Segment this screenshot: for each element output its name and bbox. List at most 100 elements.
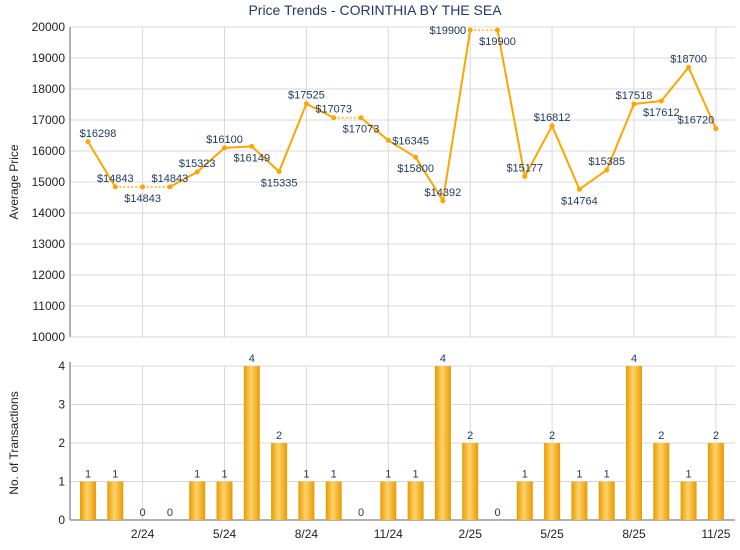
price-y-tick-label: 19000 <box>32 51 66 65</box>
transactions-data-label: 1 <box>576 469 582 481</box>
price-point <box>495 27 500 33</box>
price-point <box>604 167 610 173</box>
price-point <box>303 101 309 107</box>
price-line-segment <box>605 103 635 171</box>
transactions-data-label: 2 <box>276 430 282 442</box>
price-line-segment <box>305 102 335 119</box>
price-data-label: $17073 <box>315 104 352 116</box>
price-point <box>713 126 719 132</box>
transactions-bar <box>653 443 670 520</box>
transactions-data-label: 1 <box>522 469 528 481</box>
transactions-bar <box>243 366 260 520</box>
price-y-axis-label: Average Price <box>7 144 21 219</box>
transactions-bar <box>626 366 642 520</box>
price-line-segment <box>196 147 226 173</box>
price-line-segment <box>633 100 662 105</box>
price-point <box>413 154 419 160</box>
transactions-y-tick-label: 3 <box>58 398 65 412</box>
price-y-tick-label: 14000 <box>32 206 66 220</box>
transactions-bar <box>544 443 561 520</box>
price-data-label: $15385 <box>588 156 625 168</box>
transactions-data-label: 1 <box>194 469 200 481</box>
price-data-label: $14843 <box>124 193 161 205</box>
price-y-tick-label: 15000 <box>32 175 66 189</box>
price-point <box>686 64 692 70</box>
price-y-tick-label: 10000 <box>32 330 66 344</box>
transactions-bar <box>707 443 724 520</box>
price-y-tick-label: 12000 <box>32 268 66 282</box>
price-point <box>358 115 364 121</box>
price-y-tick-label: 16000 <box>32 144 66 158</box>
x-tick-label: 11/24 <box>374 527 403 541</box>
transactions-data-label: 1 <box>604 469 610 481</box>
transactions-y-tick-label: 1 <box>58 475 65 489</box>
transactions-bar <box>571 481 588 520</box>
transactions-data-label: 2 <box>713 430 719 442</box>
transactions-bar <box>80 481 96 520</box>
price-data-label: $16345 <box>392 135 429 147</box>
price-point <box>576 186 582 192</box>
price-line-segment <box>278 103 308 172</box>
transactions-data-label: 1 <box>686 469 692 481</box>
x-tick-label: 11/25 <box>701 527 730 541</box>
x-tick-label: 5/24 <box>213 527 237 541</box>
price-point <box>385 137 391 143</box>
transactions-data-label: 1 <box>331 469 337 481</box>
transactions-data-label: 1 <box>112 469 118 481</box>
price-line-segment <box>441 29 472 202</box>
transactions-data-label: 4 <box>440 353 446 365</box>
price-data-label: $16720 <box>678 115 715 127</box>
price-point <box>276 169 282 175</box>
transactions-data-label: 0 <box>494 507 500 519</box>
price-y-tick-label: 20000 <box>32 20 66 34</box>
price-point <box>112 184 118 190</box>
price-y-tick-label: 11000 <box>33 299 66 313</box>
price-line-segment <box>496 29 526 177</box>
price-data-label: $17073 <box>343 124 380 136</box>
transactions-data-label: 2 <box>549 430 555 442</box>
price-data-label: $14392 <box>425 187 462 199</box>
price-data-label: $14764 <box>561 195 598 207</box>
price-data-label: $16812 <box>534 112 571 124</box>
x-tick-label: 8/25 <box>622 527 646 541</box>
transactions-bar <box>216 481 233 520</box>
price-data-label: $15323 <box>179 158 216 170</box>
price-y-tick-label: 13000 <box>32 237 66 251</box>
price-point <box>467 27 473 33</box>
price-line-segment <box>660 66 690 102</box>
price-point <box>440 198 446 204</box>
price-line-segment <box>523 125 553 177</box>
x-tick-label: 8/24 <box>295 527 319 541</box>
price-line-segment <box>414 156 444 202</box>
price-line-segment <box>251 145 280 173</box>
price-data-label: $17525 <box>288 90 325 102</box>
price-point <box>522 174 528 180</box>
price-line-segment <box>578 169 608 191</box>
price-line-segment <box>87 141 117 188</box>
transactions-bar <box>516 481 533 520</box>
price-point <box>249 143 255 149</box>
transactions-bar <box>598 481 615 520</box>
transactions-data-label: 2 <box>467 430 473 442</box>
price-point <box>222 145 227 151</box>
price-line-segment <box>387 139 417 159</box>
price-data-label: $18700 <box>670 53 707 65</box>
price-data-label: $19900 <box>479 36 516 48</box>
price-y-tick-label: 18000 <box>32 82 66 96</box>
price-line-segment <box>551 125 581 190</box>
price-point <box>167 184 173 190</box>
transactions-bar <box>434 366 451 520</box>
transactions-bar <box>298 481 315 520</box>
price-point <box>658 98 664 104</box>
transactions-bar <box>325 481 342 520</box>
transactions-data-label: 2 <box>658 430 664 442</box>
price-point <box>140 184 146 190</box>
transactions-bar <box>407 481 424 520</box>
price-point <box>85 139 91 145</box>
price-point <box>631 101 637 107</box>
price-data-label: $17612 <box>643 107 680 119</box>
price-data-label: $15800 <box>397 163 434 175</box>
x-tick-label: 5/25 <box>540 527 564 541</box>
